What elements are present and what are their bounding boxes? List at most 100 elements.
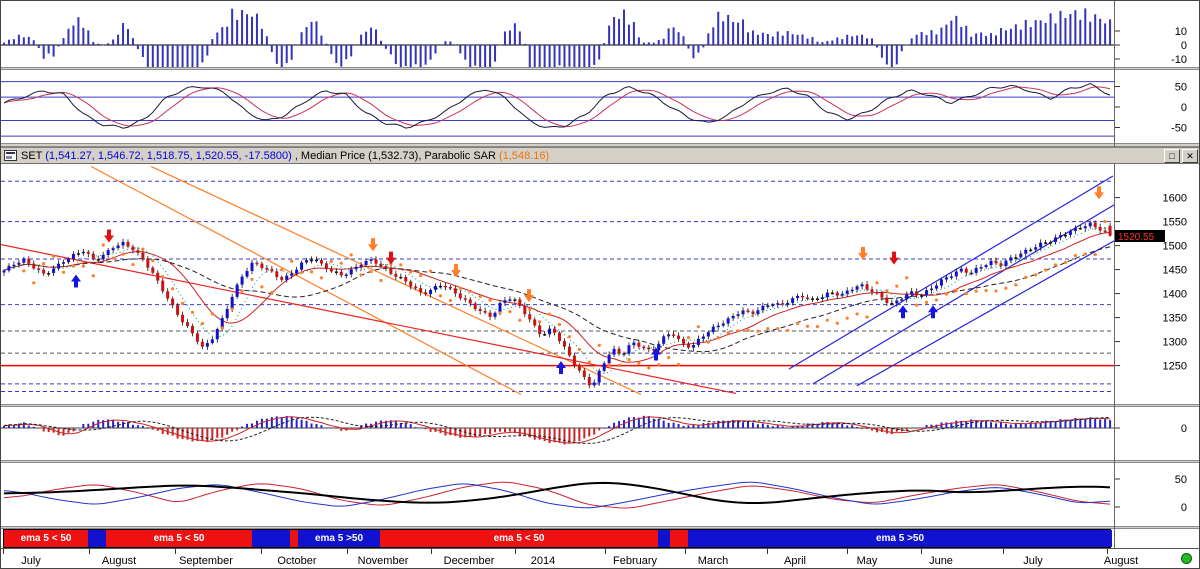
- sar-dot: [924, 300, 929, 304]
- sar-dot: [478, 294, 482, 299]
- ribbon-segment-red: ema 5 < 50: [380, 530, 658, 547]
- sar-dot: [61, 270, 66, 274]
- close-button[interactable]: ✕: [1182, 148, 1198, 163]
- sar-dot: [468, 289, 472, 293]
- sar-dot: [1093, 252, 1097, 257]
- red-down-arrow-marker: [104, 229, 114, 243]
- sar-dot: [349, 253, 353, 257]
- sar-dot: [825, 318, 829, 322]
- panel-slow-oscillator[interactable]: 50 0: [1, 463, 1199, 526]
- x-axis: July August September October November Decemb…: [1, 548, 1199, 568]
- sar-dot: [716, 336, 720, 340]
- ribbon-segment-blue: [252, 530, 290, 547]
- sar-dot: [548, 312, 552, 316]
- sar-dot: [577, 347, 581, 352]
- sar-dot: [250, 277, 254, 281]
- panel-oscillator[interactable]: 50 0 -50: [1, 70, 1199, 143]
- month-label: November: [357, 555, 409, 567]
- sar-dot: [121, 252, 125, 256]
- x-axis-tick: [767, 549, 768, 554]
- sar-dot: [637, 361, 641, 365]
- axis-label: 1600: [1163, 193, 1187, 205]
- panel-separator[interactable]: [1, 143, 1199, 147]
- status-indicator-icon: [1181, 553, 1192, 564]
- month-label: July: [21, 555, 41, 567]
- sar-dot: [359, 273, 363, 277]
- panel-separator[interactable]: [1, 460, 1199, 463]
- sar-dot: [786, 328, 790, 333]
- panel-separator[interactable]: [1, 404, 1199, 407]
- orange-down-arrow-marker: [524, 289, 534, 303]
- x-axis-tick: [347, 549, 348, 554]
- sar-dot: [240, 289, 244, 293]
- sar-dot: [369, 269, 373, 274]
- orange-down-arrow-marker: [858, 246, 868, 260]
- orange-down-arrow-marker: [1094, 186, 1104, 200]
- sar-dot: [657, 363, 661, 367]
- x-axis-tick: [261, 549, 262, 554]
- sar-dot: [885, 289, 889, 293]
- axis-label: 50: [1175, 474, 1187, 486]
- sar-dot: [934, 298, 939, 302]
- indicator-titlebar[interactable]: SET (1,541.27, 1,546.72, 1,518.75, 1,520…: [1, 147, 1199, 164]
- month-label: August: [101, 555, 137, 567]
- panel-slow-oscillator-svg: 50 0: [3, 474, 1187, 514]
- sar-dot: [220, 326, 224, 330]
- sar-dot: [686, 336, 691, 340]
- sar-dot: [567, 335, 572, 339]
- sar-dot: [32, 281, 36, 285]
- titlebar-text: SET (1,541.27, 1,546.72, 1,518.75, 1,520…: [21, 150, 1164, 162]
- axis-label: 50: [1175, 82, 1187, 94]
- axis-label: 1550: [1163, 217, 1187, 229]
- sar-dot: [151, 259, 155, 263]
- sar-dot: [1034, 273, 1038, 277]
- ribbon-segment-red: [670, 530, 688, 547]
- sar-dot: [815, 324, 820, 329]
- blue-up-arrow-marker: [898, 305, 908, 319]
- blue-trendline: [856, 240, 1114, 387]
- month-label: June: [929, 555, 953, 567]
- sar-dot: [428, 269, 433, 273]
- sar-dot: [676, 362, 681, 366]
- sar-dot: [1014, 283, 1018, 287]
- panel-oscillator-svg: 50 0 -50: [1, 81, 1187, 137]
- panel-macd-histogram[interactable]: 0: [1, 407, 1199, 460]
- ribbon-segment-red: ema 5 < 50: [106, 530, 252, 547]
- sar-dot: [915, 303, 919, 307]
- sar-dot: [1083, 252, 1087, 256]
- sar-dot: [994, 289, 998, 293]
- sar-dot: [627, 358, 631, 362]
- sar-dot: [766, 327, 770, 331]
- sar-dot: [776, 326, 780, 331]
- month-label: May: [856, 555, 878, 567]
- sar-dot: [944, 292, 949, 296]
- panel-separator[interactable]: [1, 526, 1199, 529]
- panel-separator[interactable]: [1, 67, 1199, 70]
- maximize-button[interactable]: □: [1164, 148, 1180, 163]
- sar-dot: [974, 289, 978, 293]
- sar-dot: [161, 275, 165, 279]
- month-label: February: [612, 555, 658, 567]
- blue-up-arrow-marker: [556, 360, 566, 374]
- panel-macd-histogram-svg: 0: [1, 415, 1187, 445]
- sar-dot: [508, 310, 512, 314]
- ribbon-segment-label: ema 5 < 50: [493, 533, 545, 544]
- sar-dot: [587, 360, 591, 364]
- ribbon-segment-blue: ema 5 >50: [688, 530, 1112, 547]
- panel-main-chart[interactable]: 1600 1550 1500 1450 1400 1350 1300 1250 1520.55: [1, 164, 1199, 404]
- ribbon-segment-red: [290, 530, 298, 547]
- sar-dot: [1053, 263, 1058, 267]
- sar-dot: [230, 307, 234, 311]
- sar-dot: [419, 273, 423, 278]
- red-trendline: [1, 244, 737, 395]
- axis-label: 0: [1181, 40, 1187, 52]
- axis-label: -10: [1171, 54, 1187, 66]
- sar-dot: [905, 276, 909, 280]
- sar-dot: [339, 261, 343, 265]
- symbol-quote: (1,541.27, 1,546.72, 1,518.75, 1,520.55,…: [45, 149, 292, 162]
- panel-momentum-histogram[interactable]: 10 0 -10: [1, 3, 1199, 67]
- sar-dot: [329, 259, 333, 264]
- sar-dot: [210, 312, 214, 316]
- sar-dot: [498, 311, 502, 315]
- sar-dot: [617, 363, 621, 368]
